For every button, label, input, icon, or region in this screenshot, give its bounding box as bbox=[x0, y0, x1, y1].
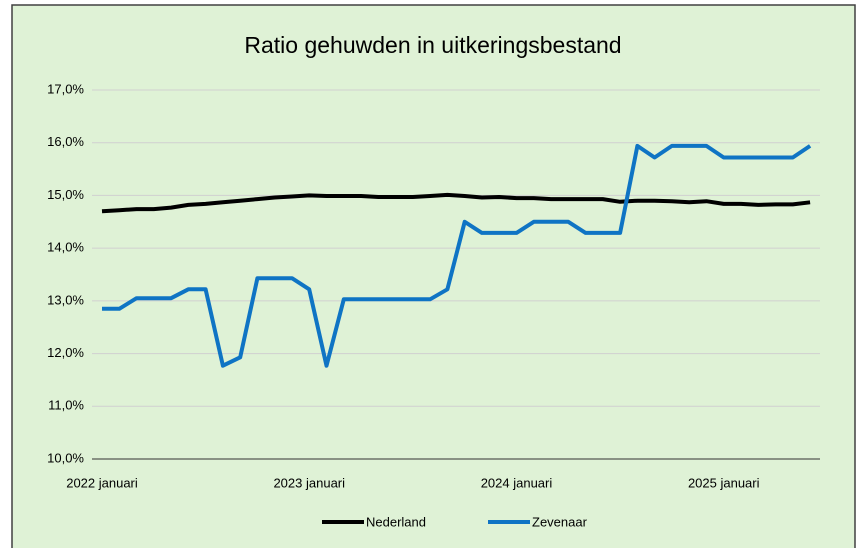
chart-background bbox=[11, 4, 856, 548]
y-tick-label: 13,0% bbox=[47, 292, 84, 307]
x-tick-label: 2025 januari bbox=[688, 475, 760, 490]
legend-label: Nederland bbox=[366, 514, 426, 529]
series-line bbox=[102, 143, 812, 368]
legend-label: Zevenaar bbox=[532, 514, 588, 529]
y-tick-label: 17,0% bbox=[47, 81, 84, 96]
y-tick-label: 10,0% bbox=[47, 450, 84, 465]
y-tick-label: 16,0% bbox=[47, 134, 84, 149]
chart-title: Ratio gehuwden in uitkeringsbestand bbox=[244, 32, 621, 58]
x-tick-label: 2023 januari bbox=[273, 475, 345, 490]
series-line bbox=[101, 192, 811, 214]
x-tick-label: 2024 januari bbox=[481, 475, 553, 490]
y-tick-label: 12,0% bbox=[47, 345, 84, 360]
y-tick-label: 14,0% bbox=[47, 240, 84, 255]
y-tick-label: 11,0% bbox=[48, 398, 84, 413]
y-tick-label: 15,0% bbox=[47, 187, 84, 202]
x-tick-label: 2022 januari bbox=[66, 475, 138, 490]
